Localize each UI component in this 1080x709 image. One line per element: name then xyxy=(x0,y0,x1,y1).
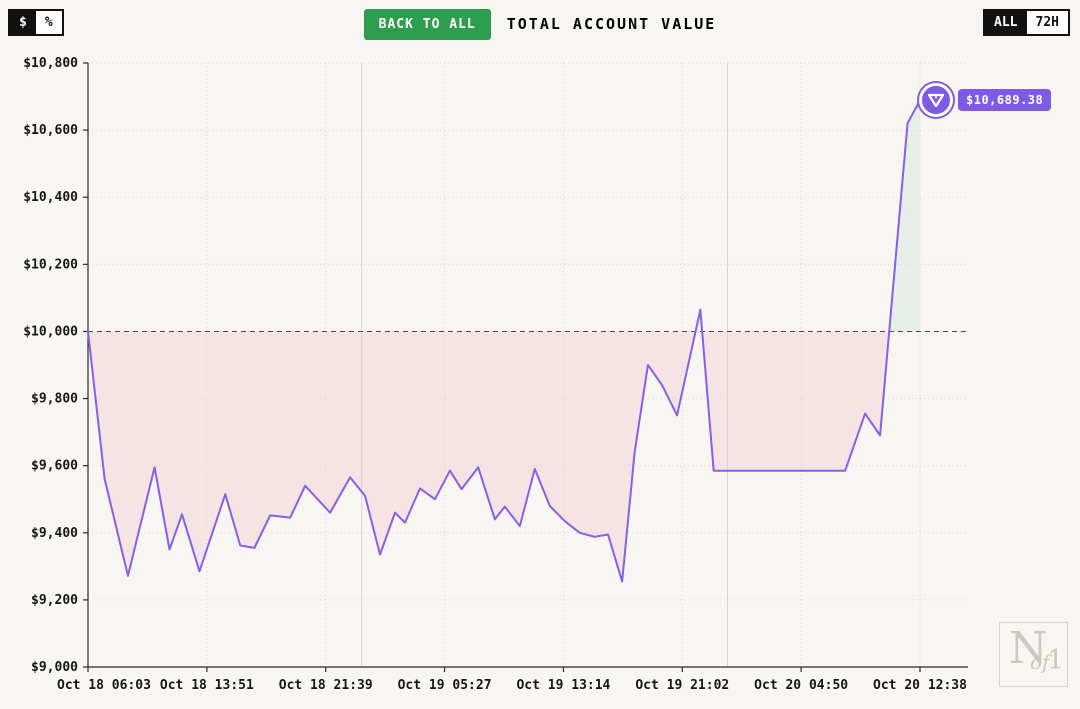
unit-percent-button[interactable]: % xyxy=(35,11,62,34)
total-account-value-line-chart[interactable]: $10,800 $10,600 $10,400 $10,200 $10,000 $9,80… xyxy=(0,48,1080,705)
y-axis-label: $10,400 xyxy=(23,190,78,205)
nof1-logo-of: of xyxy=(1030,650,1050,674)
nof1-logo: N of 1 xyxy=(999,622,1068,687)
unit-toggle: $ % xyxy=(8,9,64,36)
toolbar: $ % BACK TO ALL TOTAL ACCOUNT VALUE ALL … xyxy=(0,0,1080,48)
x-axis-label: Oct 19 05:27 xyxy=(398,678,492,693)
x-axis-label: Oct 18 06:03 xyxy=(57,678,151,693)
y-axis-label: $9,600 xyxy=(31,459,78,474)
toolbar-center: BACK TO ALL TOTAL ACCOUNT VALUE xyxy=(0,0,1080,48)
y-axis-label: $10,200 xyxy=(23,257,78,272)
back-to-all-button[interactable]: BACK TO ALL xyxy=(363,8,491,40)
page-title: TOTAL ACCOUNT VALUE xyxy=(506,15,717,33)
x-axis-label: Oct 18 21:39 xyxy=(279,678,373,693)
series-line-total-account-value xyxy=(87,99,921,583)
x-axis-label: Oct 19 13:14 xyxy=(516,678,610,693)
range-72h-button[interactable]: 72H xyxy=(1026,11,1068,34)
nof1-mark-icon xyxy=(927,94,945,108)
nof1-logo-one: 1 xyxy=(1047,645,1065,676)
y-axis-label: $9,800 xyxy=(31,392,78,407)
x-axis-label: Oct 19 21:02 xyxy=(635,678,729,693)
chart-area: $10,800 $10,600 $10,400 $10,200 $10,000 $9,80… xyxy=(0,48,1080,705)
y-axis-label: $9,000 xyxy=(31,660,78,675)
y-axis-label: $10,800 xyxy=(23,56,78,71)
x-axis-label: Oct 20 04:50 xyxy=(754,678,848,693)
y-axis-label: $10,600 xyxy=(23,123,78,138)
end-value-badge: $10,689.38 xyxy=(958,89,1052,112)
y-axis-label: $10,000 xyxy=(23,324,78,339)
range-all-button[interactable]: ALL xyxy=(985,11,1027,34)
y-axis-label: $9,400 xyxy=(31,526,78,541)
x-axis-label: Oct 18 13:51 xyxy=(160,678,254,693)
nof1-logo-n: N xyxy=(1009,623,1048,674)
area-below-baseline xyxy=(88,331,890,582)
x-axis-label: Oct 20 12:38 xyxy=(873,678,967,693)
end-marker-icon xyxy=(919,83,953,118)
unit-dollar-button[interactable]: $ xyxy=(10,11,36,34)
range-toggle: ALL 72H xyxy=(983,9,1070,36)
y-axis-label: $9,200 xyxy=(31,593,78,608)
